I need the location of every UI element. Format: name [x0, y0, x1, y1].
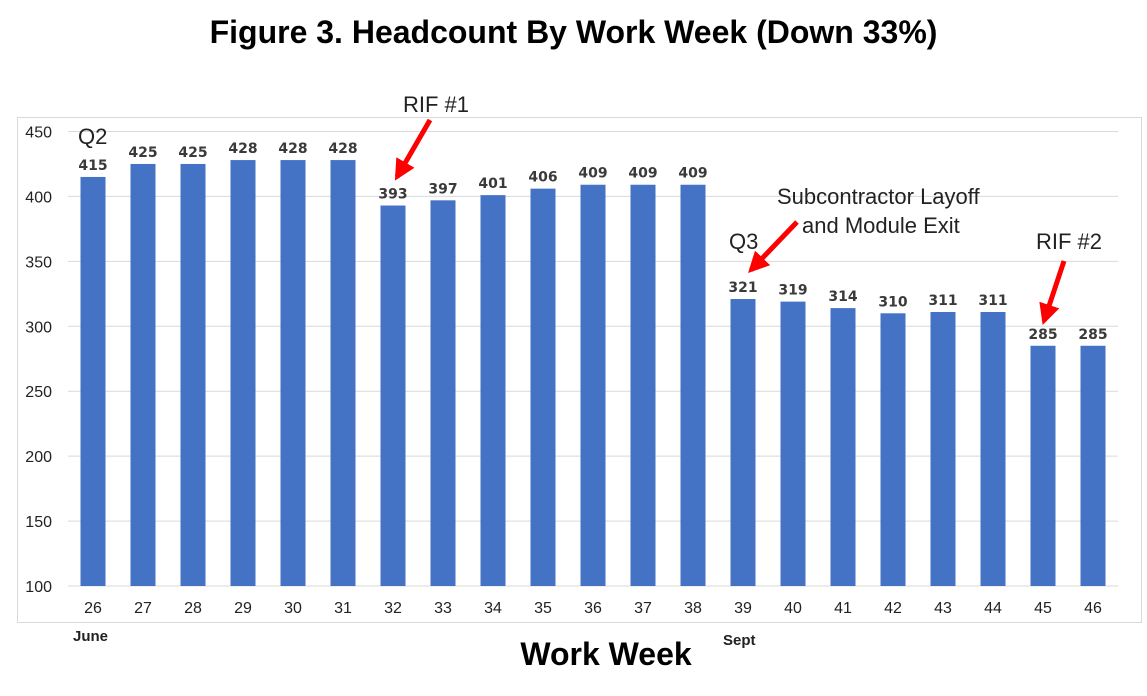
x-tick-label-41: 41	[834, 600, 852, 617]
data-label-30: 428	[278, 141, 307, 157]
y-tick-label-200: 200	[25, 449, 52, 466]
data-label-45: 285	[1028, 327, 1057, 343]
annotation-rif2: RIF #2	[1036, 229, 1103, 254]
data-label-43: 311	[928, 293, 957, 309]
annotation-subcontractor-line2: and Module Exit	[802, 213, 960, 238]
data-label-31: 428	[328, 141, 357, 157]
bar-44	[980, 312, 1006, 586]
x-tick-label-46: 46	[1084, 600, 1102, 617]
data-label-35: 406	[528, 170, 557, 186]
bar-26	[80, 176, 106, 586]
x-tick-label-31: 31	[334, 600, 352, 617]
bar-36	[580, 184, 606, 586]
annotation-q3: Q3	[729, 229, 759, 254]
data-label-41: 314	[828, 289, 857, 305]
x-tick-label-38: 38	[684, 600, 702, 617]
bar-39	[730, 299, 756, 586]
data-label-40: 319	[778, 283, 807, 299]
annotation-q2: Q2	[78, 124, 108, 149]
bar-31	[330, 160, 356, 586]
bar-40	[780, 301, 806, 586]
bar-45	[1030, 345, 1056, 586]
bar-34	[480, 195, 506, 586]
y-tick-label-350: 350	[25, 254, 52, 271]
x-tick-label-32: 32	[384, 600, 402, 617]
x-tick-label-39: 39	[734, 600, 752, 617]
y-tick-label-150: 150	[25, 514, 52, 531]
y-tick-label-450: 450	[25, 125, 52, 142]
plot-frame	[17, 117, 1142, 623]
data-label-28: 425	[178, 145, 207, 161]
x-tick-label-40: 40	[784, 600, 802, 617]
y-tick-label-250: 250	[25, 384, 52, 401]
data-label-29: 428	[228, 141, 257, 157]
arrow-rif1	[394, 118, 433, 181]
x-tick-label-37: 37	[634, 600, 652, 617]
month-label-june: June	[73, 628, 109, 645]
bar-46	[1080, 345, 1106, 586]
data-label-46: 285	[1078, 327, 1107, 343]
x-tick-label-33: 33	[434, 600, 452, 617]
bar-32	[380, 205, 406, 587]
bar-35	[530, 188, 556, 586]
data-label-26: 415	[78, 158, 107, 174]
data-label-37: 409	[628, 166, 657, 182]
data-label-38: 409	[678, 166, 707, 182]
data-label-32: 393	[378, 187, 407, 203]
x-tick-label-34: 34	[484, 600, 502, 617]
bar-33	[430, 200, 456, 586]
y-tick-label-300: 300	[25, 319, 52, 336]
bar-29	[230, 160, 256, 586]
bar-30	[280, 160, 306, 586]
x-tick-label-30: 30	[284, 600, 302, 617]
x-tick-label-35: 35	[534, 600, 552, 617]
arrow-subcontractor	[748, 220, 799, 274]
annotation-subcontractor-line1: Subcontractor Layoff	[777, 184, 980, 209]
data-label-34: 401	[478, 176, 507, 192]
arrow-rif2	[1039, 260, 1067, 325]
x-tick-label-42: 42	[884, 600, 902, 617]
data-label-36: 409	[578, 166, 607, 182]
data-label-44: 311	[978, 293, 1007, 309]
x-axis-title: Work Week	[520, 636, 692, 672]
data-label-39: 321	[728, 280, 757, 296]
x-tick-label-45: 45	[1034, 600, 1052, 617]
bar-28	[180, 163, 206, 586]
data-label-42: 310	[878, 294, 907, 310]
data-label-33: 397	[428, 181, 457, 197]
x-tick-label-28: 28	[184, 600, 202, 617]
bar-27	[130, 163, 156, 586]
bar-38	[680, 184, 706, 586]
chart-title: Figure 3. Headcount By Work Week (Down 3…	[209, 14, 938, 50]
bar-42	[880, 313, 906, 586]
bar-43	[930, 312, 956, 586]
annotation-rif1: RIF #1	[403, 92, 470, 117]
x-tick-label-27: 27	[134, 600, 152, 617]
y-tick-label-400: 400	[25, 189, 52, 206]
x-tick-label-26: 26	[84, 600, 102, 617]
month-label-sept: Sept	[723, 632, 756, 649]
bar-37	[630, 184, 656, 586]
x-tick-label-44: 44	[984, 600, 1002, 617]
data-label-27: 425	[128, 145, 157, 161]
y-tick-label-100: 100	[25, 579, 52, 596]
x-tick-label-36: 36	[584, 600, 602, 617]
x-tick-label-43: 43	[934, 600, 952, 617]
x-tick-label-29: 29	[234, 600, 252, 617]
bar-41	[830, 308, 856, 586]
